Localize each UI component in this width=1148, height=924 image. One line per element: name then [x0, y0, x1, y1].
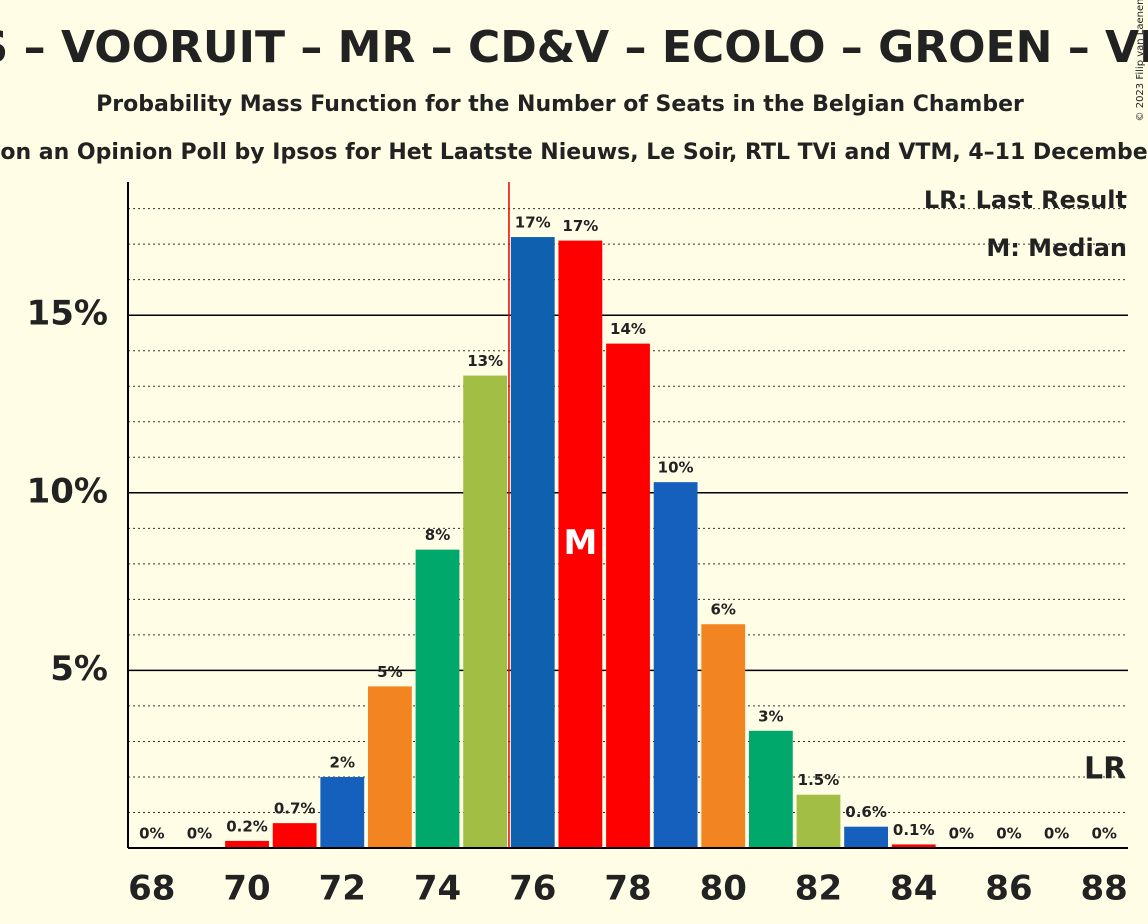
bar	[558, 240, 603, 848]
legend-entry: M: Median	[986, 234, 1127, 262]
last-result-marker: LR	[1084, 752, 1126, 787]
bar	[225, 840, 269, 848]
value-label: 0%	[1044, 825, 1069, 843]
bar	[415, 549, 460, 848]
value-label: 1.5%	[798, 771, 840, 789]
x-tick-label: 74	[414, 869, 461, 909]
value-label: 0%	[949, 825, 974, 843]
copyright: © 2023 Filip van Laenen	[1135, 0, 1146, 121]
bar	[606, 343, 650, 848]
value-label: 6%	[711, 601, 736, 619]
bar	[510, 237, 555, 848]
chart-subtitle: Probability Mass Function for the Number…	[96, 92, 1024, 117]
x-tick-label: 78	[604, 869, 651, 909]
value-label: 0.7%	[274, 800, 316, 818]
value-label: 0%	[187, 825, 212, 843]
bar	[701, 624, 746, 848]
x-tick-label: 84	[890, 869, 937, 909]
x-tick-label: 76	[509, 869, 556, 909]
bar	[653, 482, 698, 848]
value-label: 13%	[467, 352, 503, 370]
x-tick-label: 88	[1081, 869, 1128, 909]
value-label: 0%	[139, 825, 164, 843]
x-tick-label: 68	[128, 869, 175, 909]
x-tick-label: 86	[985, 869, 1032, 909]
chart-title: PS – VOORUIT – MR – CD&V – ECOLO – GROEN…	[0, 22, 1148, 73]
value-label: 0.6%	[845, 803, 887, 821]
value-label: 0%	[1091, 825, 1116, 843]
bar	[844, 826, 888, 848]
value-label: 14%	[610, 320, 646, 338]
value-label: 2%	[330, 753, 355, 771]
bar	[368, 686, 412, 848]
x-tick-label: 80	[700, 869, 747, 909]
y-tick-label: 15%	[27, 294, 108, 334]
bar	[272, 823, 317, 848]
value-label: 5%	[377, 663, 402, 681]
value-label: 17%	[562, 217, 598, 235]
bar	[796, 794, 841, 848]
bar	[463, 375, 508, 848]
y-tick-label: 5%	[50, 649, 108, 689]
value-label: 3%	[758, 707, 783, 725]
legend-entry: LR: Last Result	[924, 186, 1127, 214]
value-label: 0%	[996, 825, 1021, 843]
bar	[320, 776, 365, 848]
x-tick-label: 72	[319, 869, 366, 909]
value-label: 10%	[658, 459, 694, 477]
source-note: on an Opinion Poll by Ipsos for Het Laat…	[0, 140, 1147, 165]
bar	[891, 844, 936, 848]
median-marker: M	[563, 523, 597, 563]
value-label: 0.1%	[893, 821, 935, 839]
y-tick-label: 10%	[27, 471, 108, 511]
x-tick-label: 70	[223, 869, 270, 909]
value-label: 0.2%	[226, 817, 268, 835]
value-label: 8%	[425, 526, 450, 544]
x-tick-label: 82	[795, 869, 842, 909]
value-label: 17%	[515, 214, 551, 232]
bar	[748, 730, 793, 848]
